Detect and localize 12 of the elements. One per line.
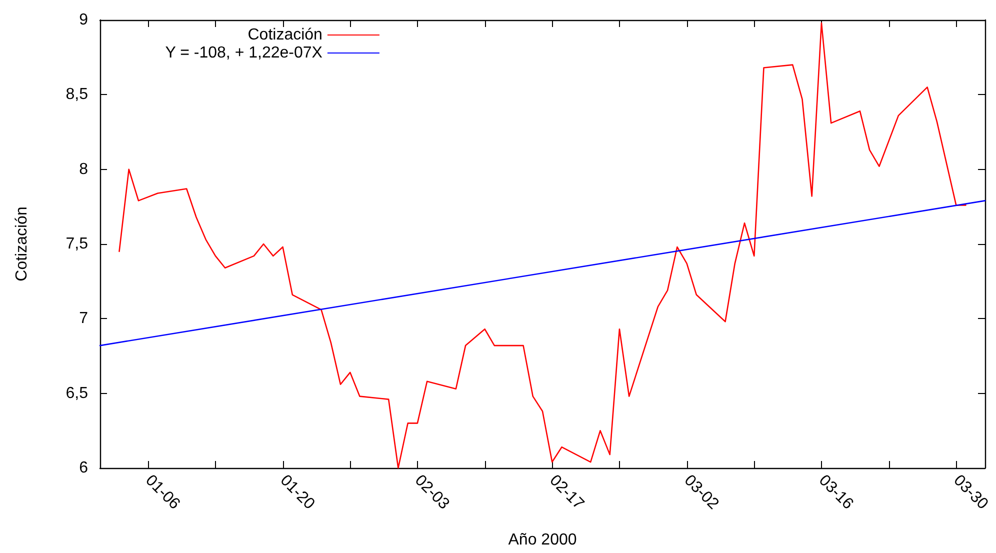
x-axis-title: Año 2000 (508, 532, 577, 548)
y-axis-title: Cotización (14, 206, 30, 282)
y-tick-label: 6,5 (66, 384, 88, 402)
legend-label: Y = -108, + 1,22e-07X (165, 44, 323, 62)
y-tick-label: 8,5 (66, 86, 88, 104)
y-tick-label: 7,5 (66, 236, 88, 252)
line-series (118, 22, 966, 469)
legend-label: Cotización (248, 26, 322, 44)
y-tick-label: 6 (79, 460, 88, 476)
y-tick-label: 7 (79, 310, 88, 328)
y-tick-label: 9 (79, 12, 88, 28)
y-tick-label: 8 (79, 160, 88, 178)
